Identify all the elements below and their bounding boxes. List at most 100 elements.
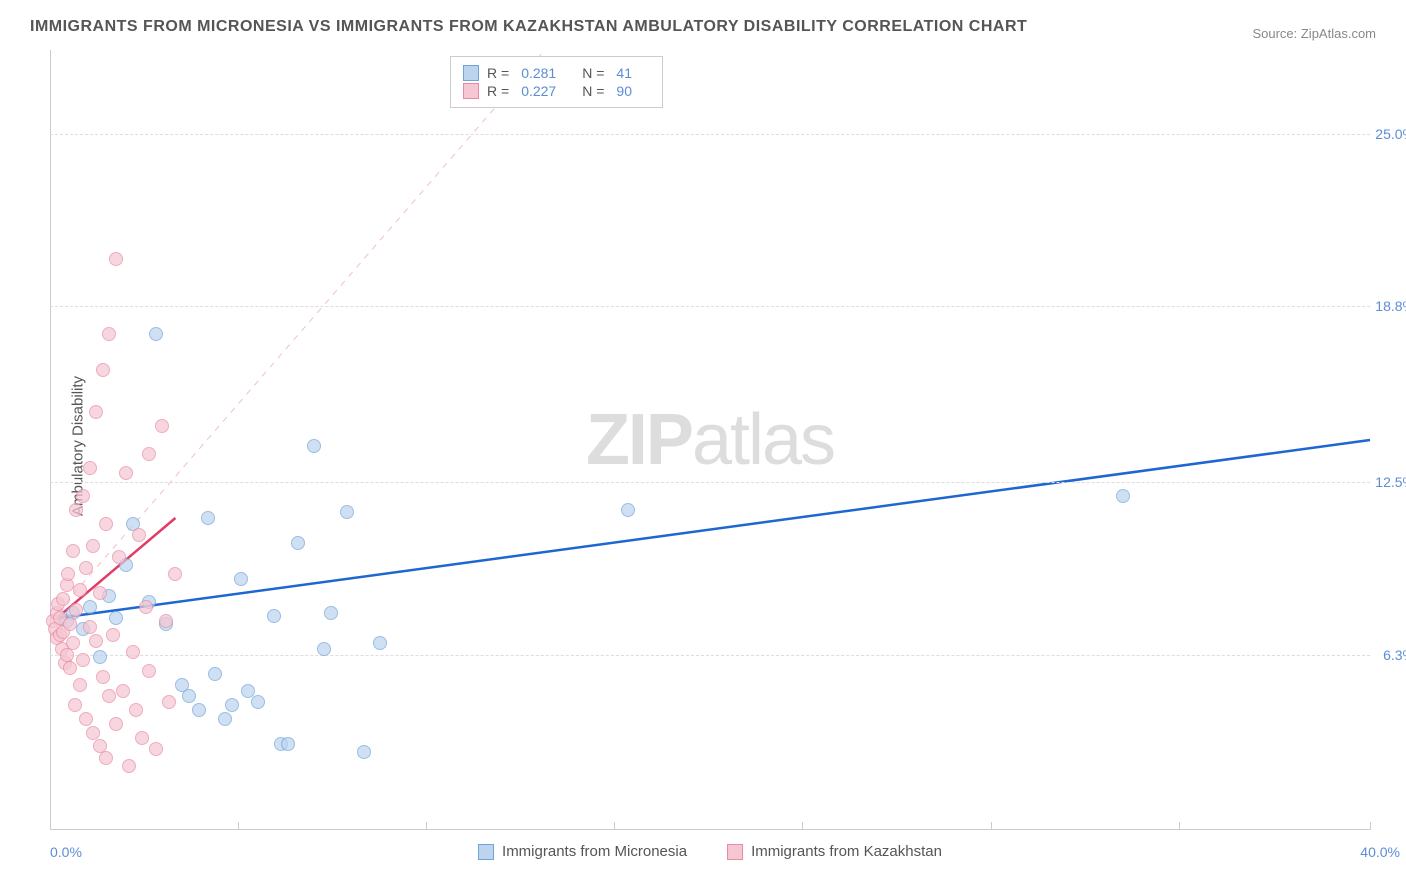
stats-legend: R = 0.281 N = 41 R = 0.227 N = 90: [450, 56, 663, 108]
y-tick-label: 25.0%: [1375, 126, 1406, 142]
scatter-point: [317, 642, 331, 656]
x-tick-mark: [991, 822, 992, 830]
scatter-point: [89, 634, 103, 648]
scatter-point: [129, 703, 143, 717]
x-axis-border: [50, 829, 1370, 830]
x-tick-mark: [1179, 822, 1180, 830]
scatter-point: [93, 650, 107, 664]
scatter-point: [66, 636, 80, 650]
n-value-2: 90: [616, 83, 632, 99]
scatter-point: [119, 466, 133, 480]
scatter-point: [83, 461, 97, 475]
scatter-point: [373, 636, 387, 650]
scatter-point: [99, 751, 113, 765]
scatter-point: [68, 698, 82, 712]
x-tick-mark: [238, 822, 239, 830]
scatter-point: [291, 536, 305, 550]
chart-title: IMMIGRANTS FROM MICRONESIA VS IMMIGRANTS…: [30, 18, 1027, 36]
scatter-point: [112, 550, 126, 564]
scatter-point: [122, 759, 136, 773]
scatter-point: [208, 667, 222, 681]
legend-item-kazakhstan: Immigrants from Kazakhstan: [727, 843, 942, 860]
scatter-point: [234, 572, 248, 586]
scatter-point: [1116, 489, 1130, 503]
chart-lines-svg: [50, 50, 1370, 830]
scatter-point: [61, 567, 75, 581]
watermark-zip: ZIP: [586, 400, 692, 480]
legend-swatch-kazakhstan: [727, 844, 743, 860]
x-tick-mark: [50, 822, 51, 830]
stats-row-micronesia: R = 0.281 N = 41: [463, 65, 650, 81]
x-axis-max-label: 40.0%: [1360, 844, 1400, 860]
scatter-point: [159, 614, 173, 628]
scatter-point: [89, 405, 103, 419]
legend-label-micronesia: Immigrants from Micronesia: [502, 843, 687, 860]
scatter-point: [251, 695, 265, 709]
n-label-1: N =: [582, 65, 604, 81]
scatter-point: [116, 684, 130, 698]
scatter-point: [168, 567, 182, 581]
y-tick-label: 18.8%: [1375, 298, 1406, 314]
scatter-point: [93, 586, 107, 600]
scatter-point: [109, 252, 123, 266]
grid-line: [50, 306, 1370, 307]
scatter-point: [621, 503, 635, 517]
scatter-point: [63, 617, 77, 631]
x-tick-mark: [1370, 822, 1371, 830]
legend-swatch-micronesia: [478, 844, 494, 860]
scatter-point: [96, 670, 110, 684]
chart-area: ZIPatlas R = 0.281 N = 41 R = 0.227 N = …: [50, 50, 1370, 830]
scatter-point: [201, 511, 215, 525]
scatter-point: [340, 505, 354, 519]
y-tick-label: 12.5%: [1375, 474, 1406, 490]
scatter-point: [86, 726, 100, 740]
y-axis-border: [50, 50, 51, 830]
scatter-point: [192, 703, 206, 717]
scatter-point: [162, 695, 176, 709]
scatter-point: [126, 645, 140, 659]
r-label-1: R =: [487, 65, 509, 81]
scatter-point: [56, 592, 70, 606]
scatter-point: [99, 517, 113, 531]
scatter-point: [86, 539, 100, 553]
x-tick-mark: [802, 822, 803, 830]
x-tick-mark: [614, 822, 615, 830]
scatter-point: [63, 661, 77, 675]
scatter-point: [149, 327, 163, 341]
grid-line: [50, 134, 1370, 135]
scatter-point: [83, 600, 97, 614]
stats-row-kazakhstan: R = 0.227 N = 90: [463, 83, 650, 99]
scatter-point: [109, 611, 123, 625]
scatter-point: [135, 731, 149, 745]
swatch-micronesia: [463, 65, 479, 81]
series-legend: Immigrants from Micronesia Immigrants fr…: [478, 843, 942, 860]
scatter-point: [83, 620, 97, 634]
n-label-2: N =: [582, 83, 604, 99]
scatter-point: [76, 653, 90, 667]
scatter-point: [79, 712, 93, 726]
r-value-2: 0.227: [521, 83, 556, 99]
watermark: ZIPatlas: [586, 399, 834, 481]
scatter-point: [106, 628, 120, 642]
scatter-point: [182, 689, 196, 703]
y-tick-label: 6.3%: [1383, 647, 1406, 663]
swatch-kazakhstan: [463, 83, 479, 99]
legend-label-kazakhstan: Immigrants from Kazakhstan: [751, 843, 942, 860]
x-tick-mark: [426, 822, 427, 830]
scatter-point: [307, 439, 321, 453]
scatter-point: [155, 419, 169, 433]
scatter-point: [142, 664, 156, 678]
scatter-point: [76, 489, 90, 503]
scatter-point: [109, 717, 123, 731]
n-value-1: 41: [616, 65, 632, 81]
scatter-point: [102, 327, 116, 341]
source-label: Source: ZipAtlas.com: [1252, 26, 1376, 41]
scatter-point: [73, 583, 87, 597]
scatter-point: [357, 745, 371, 759]
scatter-point: [281, 737, 295, 751]
scatter-point: [102, 689, 116, 703]
scatter-point: [139, 600, 153, 614]
scatter-point: [69, 603, 83, 617]
scatter-point: [132, 528, 146, 542]
r-label-2: R =: [487, 83, 509, 99]
